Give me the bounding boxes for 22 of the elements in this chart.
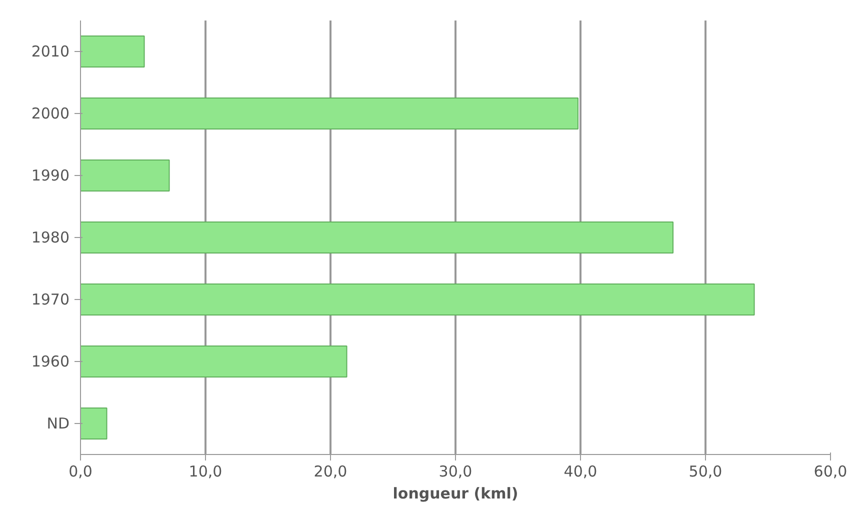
y-tick-label: 2010 — [31, 42, 70, 60]
x-tick-label: 40,0 — [564, 462, 598, 480]
x-tick-label: 20,0 — [314, 462, 348, 480]
bar — [80, 408, 108, 440]
y-tick-label: 1960 — [31, 352, 70, 370]
y-tick-label: ND — [46, 414, 70, 432]
y-tick-label: 1990 — [31, 166, 70, 184]
bar — [80, 284, 755, 316]
bar — [80, 36, 145, 68]
y-tick-label: 1980 — [31, 228, 70, 246]
bar — [80, 98, 578, 130]
bar — [80, 346, 348, 378]
y-tick-label: 1970 — [31, 290, 70, 308]
x-axis-title: longueur (kml) — [392, 484, 518, 502]
x-tick-label: 50,0 — [688, 462, 722, 480]
x-tick-label: 30,0 — [438, 462, 472, 480]
x-tick-label: 60,0 — [814, 462, 848, 480]
x-tick-label: 0,0 — [68, 462, 92, 480]
y-tick-label: 2000 — [31, 104, 70, 122]
bar — [80, 222, 674, 254]
x-tick-label: 10,0 — [188, 462, 222, 480]
bar — [80, 160, 170, 192]
